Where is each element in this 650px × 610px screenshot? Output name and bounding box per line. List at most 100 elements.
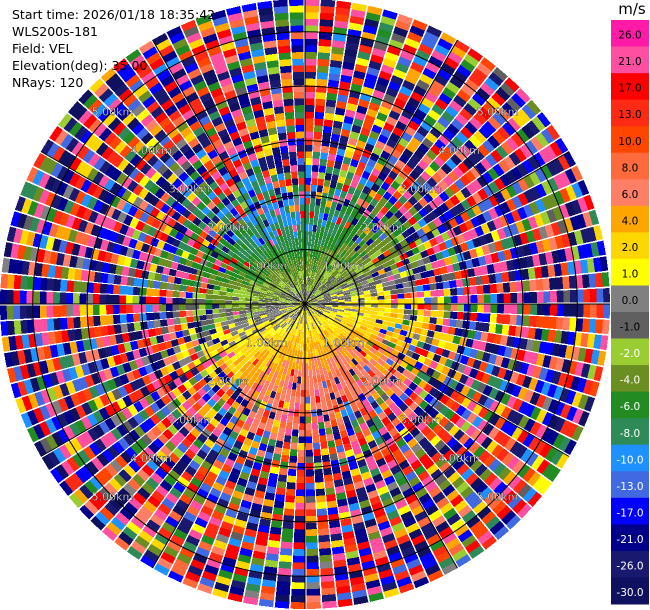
velocity-bin (80, 193, 92, 207)
velocity-bin (460, 269, 469, 279)
velocity-bin (590, 242, 600, 257)
velocity-bin (266, 375, 273, 383)
velocity-bin (122, 395, 133, 407)
velocity-bin (136, 109, 150, 122)
velocity-bin (557, 220, 568, 234)
velocity-bin (312, 314, 317, 321)
velocity-bin (105, 391, 116, 404)
velocity-bin (152, 296, 160, 304)
velocity-bin (13, 320, 22, 335)
velocity-bin (98, 175, 110, 188)
velocity-bin (358, 547, 372, 557)
velocity-bin (56, 181, 69, 197)
velocity-bin (269, 432, 278, 441)
velocity-bin (132, 140, 145, 154)
velocity-bin (174, 277, 182, 285)
velocity-bin (468, 321, 477, 331)
velocity-bin (156, 421, 167, 433)
velocity-bin (483, 491, 498, 506)
velocity-bin (375, 514, 389, 525)
velocity-bin (86, 305, 94, 316)
velocity-bin (98, 127, 112, 142)
velocity-bin (251, 366, 259, 374)
velocity-bin (359, 464, 370, 474)
velocity-bin (439, 332, 448, 341)
velocity-bin (206, 522, 220, 533)
velocity-bin (258, 363, 266, 371)
velocity-bin (126, 295, 133, 304)
velocity-bin (238, 209, 247, 219)
velocity-bin (466, 388, 477, 400)
velocity-bin (203, 499, 216, 510)
velocity-bin (317, 52, 330, 60)
velocity-bin (106, 284, 114, 294)
velocity-bin (397, 504, 411, 516)
velocity-bin (74, 175, 87, 190)
velocity-bin (371, 271, 380, 278)
velocity-bin (397, 266, 406, 273)
velocity-bin (274, 600, 290, 609)
velocity-bin (154, 111, 168, 124)
velocity-bin (152, 312, 160, 320)
velocity-bin (380, 150, 391, 160)
velocity-bin (323, 474, 333, 482)
velocity-bin (176, 394, 187, 405)
velocity-bin (313, 321, 317, 329)
velocity-bin (120, 275, 128, 286)
velocity-bin (472, 359, 482, 370)
velocity-bin (201, 460, 213, 471)
velocity-bin (388, 81, 401, 92)
velocity-bin (375, 350, 383, 359)
velocity-bin (456, 64, 472, 78)
velocity-bin (179, 426, 190, 437)
velocity-bin (187, 406, 198, 417)
velocity-bin (134, 240, 144, 251)
velocity-bin (236, 274, 245, 281)
velocity-bin (277, 318, 284, 324)
velocity-bin (303, 310, 305, 318)
velocity-bin (586, 226, 597, 242)
velocity-bin (516, 349, 526, 362)
velocity-bin (551, 343, 561, 357)
velocity-bin (406, 159, 417, 170)
velocity-bin (45, 418, 57, 434)
velocity-bin (95, 511, 110, 526)
velocity-bin (101, 146, 114, 160)
velocity-bin (243, 350, 251, 358)
velocity-bin (240, 334, 248, 341)
velocity-bin (342, 289, 350, 294)
velocity-bin (462, 365, 473, 376)
velocity-bin (541, 396, 553, 411)
velocity-bin (423, 527, 438, 540)
velocity-bin (298, 343, 301, 351)
velocity-bin (563, 217, 574, 233)
velocity-bin (536, 291, 544, 303)
velocity-bin (499, 380, 510, 392)
velocity-bin (137, 469, 150, 482)
velocity-bin (181, 437, 193, 449)
velocity-bin (414, 148, 426, 160)
velocity-bin (471, 339, 481, 350)
velocity-bin (207, 398, 217, 408)
velocity-bin (221, 384, 230, 393)
velocity-bin (56, 343, 65, 357)
velocity-bin (376, 77, 390, 87)
velocity-bin (450, 343, 459, 353)
velocity-bin (425, 563, 441, 576)
velocity-bin (307, 350, 311, 357)
velocity-bin (180, 323, 189, 331)
velocity-bin (310, 307, 316, 313)
velocity-bin (387, 45, 402, 56)
velocity-bin (356, 258, 364, 265)
velocity-bin (311, 272, 316, 279)
velocity-bin (231, 234, 239, 242)
velocity-bin (351, 515, 364, 525)
velocity-bin (150, 413, 161, 425)
velocity-bin (226, 544, 240, 554)
velocity-bin (248, 446, 258, 456)
velocity-bin (316, 375, 322, 383)
velocity-bin (318, 299, 325, 302)
velocity-bin (224, 269, 233, 276)
velocity-bin (289, 334, 294, 342)
velocity-bin (270, 466, 280, 475)
